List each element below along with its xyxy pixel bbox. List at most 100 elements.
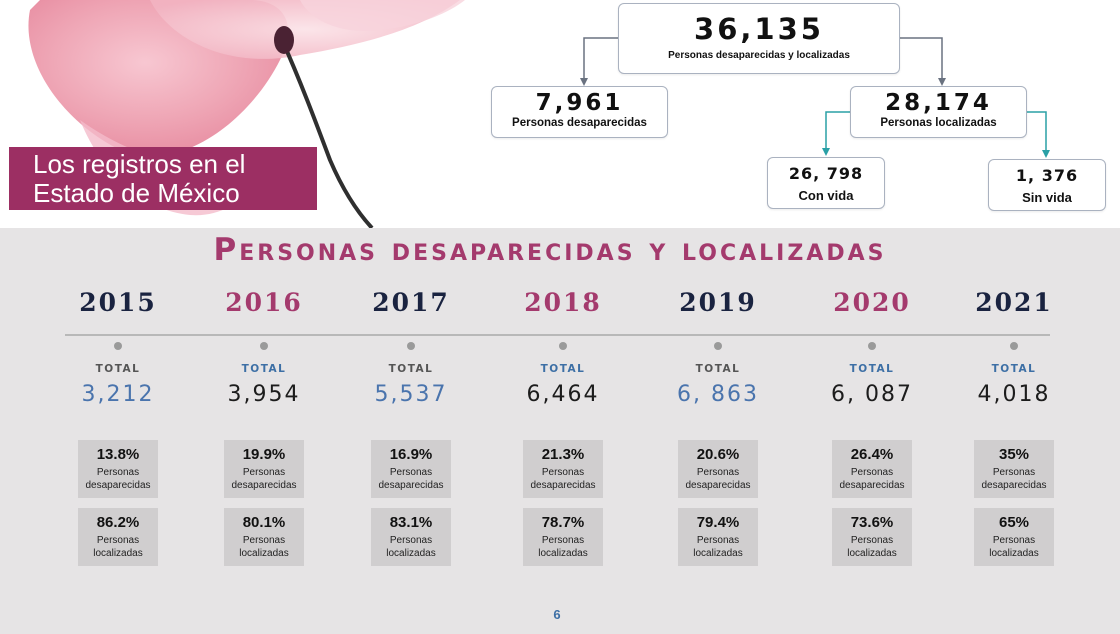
year-label: 2019 (679, 288, 757, 317)
timeline-dot (114, 342, 122, 350)
connector-root-missing (583, 37, 618, 80)
alive-value: 26, 798 (788, 164, 864, 183)
year-column-2020: 2020 TOTAL 6, 087 26.4% Personas desapare… (802, 288, 942, 566)
missing-pct-box: 13.8% Personas desaparecidas (78, 440, 158, 498)
missing-label: Personas desaparecidas (512, 117, 647, 129)
located-desc: Personas localizadas (239, 535, 289, 559)
root-node: 36,135 Personas desaparecidas y localiza… (618, 3, 900, 74)
missing-pct: 35% (998, 446, 1030, 463)
located-desc: Personas localizadas (989, 535, 1039, 559)
located-pct: 83.1% (389, 514, 433, 531)
located-label: Personas localizadas (880, 117, 997, 129)
located-pct: 79.4% (696, 514, 740, 531)
total-value: 6, 863 (677, 382, 759, 407)
missing-desc: Personas desaparecidas (981, 467, 1047, 491)
year-column-2018: 2018 TOTAL 6,464 21.3% Personas desaparec… (493, 288, 633, 566)
missing-pct-box: 21.3% Personas desaparecidas (523, 440, 603, 498)
total-value: 6,464 (526, 382, 600, 407)
year-column-2017: 2017 TOTAL 5,537 16.9% Personas desaparec… (341, 288, 481, 566)
alive-label: Con vida (798, 188, 854, 203)
missing-pct: 19.9% (242, 446, 286, 463)
slide-title-line1: Los registros en el (33, 149, 246, 179)
dead-node: 1, 376 Sin vida (988, 159, 1106, 211)
located-pct: 65% (998, 514, 1030, 531)
total-value: 5,537 (374, 382, 448, 407)
located-pct-box: 79.4% Personas localizadas (678, 508, 758, 566)
year-label: 2021 (975, 288, 1053, 317)
located-pct-box: 86.2% Personas localizadas (78, 508, 158, 566)
header-area: Los registros en el Estado de México 36,… (0, 0, 1120, 228)
arrow-dead (1042, 150, 1050, 158)
located-pct: 78.7% (541, 514, 585, 531)
year-label: 2020 (833, 288, 911, 317)
year-label: 2015 (79, 288, 157, 317)
dead-value: 1, 376 (1015, 166, 1079, 185)
arrow-alive (822, 148, 830, 156)
connector-located-alive (825, 111, 850, 150)
missing-pct: 16.9% (389, 446, 433, 463)
slide-title: Los registros en el Estado de México (9, 147, 317, 210)
total-label: TOTAL (849, 363, 895, 375)
missing-desc: Personas desaparecidas (530, 467, 596, 491)
located-desc: Personas localizadas (847, 535, 897, 559)
section-title: Personas desaparecidas y localizadas (213, 232, 887, 268)
missing-pct-box: 35% Personas desaparecidas (974, 440, 1054, 498)
root-value: 36,135 (694, 12, 824, 46)
connector-root-located (900, 37, 943, 80)
located-pct-box: 65% Personas localizadas (974, 508, 1054, 566)
located-node: 28,174 Personas localizadas (850, 86, 1027, 138)
total-value: 6, 087 (831, 382, 913, 407)
missing-pct-box: 16.9% Personas desaparecidas (371, 440, 451, 498)
missing-desc: Personas desaparecidas (378, 467, 444, 491)
alive-node: 26, 798 Con vida (767, 157, 885, 209)
missing-desc: Personas desaparecidas (839, 467, 905, 491)
missing-pct-box: 20.6% Personas desaparecidas (678, 440, 758, 498)
located-desc: Personas localizadas (693, 535, 743, 559)
total-value: 3,954 (227, 382, 301, 407)
located-value: 28,174 (885, 90, 992, 116)
missing-desc: Personas desaparecidas (685, 467, 751, 491)
timeline-dot (559, 342, 567, 350)
located-pct-box: 78.7% Personas localizadas (523, 508, 603, 566)
located-pct: 73.6% (850, 514, 894, 531)
missing-pct-box: 26.4% Personas desaparecidas (832, 440, 912, 498)
yearly-section: Personas desaparecidas y localizadas 201… (0, 228, 1120, 634)
timeline-dot (407, 342, 415, 350)
missing-pct-box: 19.9% Personas desaparecidas (224, 440, 304, 498)
timeline-dot (868, 342, 876, 350)
located-pct: 86.2% (96, 514, 140, 531)
slide-title-line2: Estado de México (33, 178, 240, 208)
connector-located-dead (1027, 111, 1047, 152)
year-label: 2017 (372, 288, 450, 317)
missing-value: 7,961 (535, 90, 624, 116)
year-column-2016: 2016 TOTAL 3,954 19.9% Personas desaparec… (194, 288, 334, 566)
root-label: Personas desaparecidas y localizadas (668, 50, 850, 61)
missing-desc: Personas desaparecidas (85, 467, 151, 491)
missing-node: 7,961 Personas desaparecidas (491, 86, 668, 138)
total-value: 3,212 (81, 382, 155, 407)
located-desc: Personas localizadas (93, 535, 143, 559)
located-pct-box: 83.1% Personas localizadas (371, 508, 451, 566)
year-column-2019: 2019 TOTAL 6, 863 20.6% Personas desapare… (648, 288, 788, 566)
total-label: TOTAL (695, 363, 741, 375)
arrow-located (938, 78, 946, 86)
timeline-dot (1010, 342, 1018, 350)
missing-pct: 20.6% (696, 446, 740, 463)
located-pct-box: 73.6% Personas localizadas (832, 508, 912, 566)
total-label: TOTAL (388, 363, 434, 375)
total-label: TOTAL (991, 363, 1037, 375)
total-label: TOTAL (241, 363, 287, 375)
page-number: 6 (553, 607, 561, 622)
year-label: 2018 (524, 288, 602, 317)
total-label: TOTAL (540, 363, 586, 375)
year-column-2021: 2021 TOTAL 4,018 35% Personas desaparecid… (944, 288, 1084, 566)
timeline-dot (714, 342, 722, 350)
located-pct-box: 80.1% Personas localizadas (224, 508, 304, 566)
total-value: 4,018 (977, 382, 1051, 407)
year-column-2015: 2015 TOTAL 3,212 13.8% Personas desaparec… (48, 288, 188, 566)
missing-pct: 21.3% (541, 446, 585, 463)
located-desc: Personas localizadas (386, 535, 436, 559)
arrow-missing (580, 78, 588, 86)
located-pct: 80.1% (242, 514, 286, 531)
dead-label: Sin vida (1022, 190, 1072, 205)
